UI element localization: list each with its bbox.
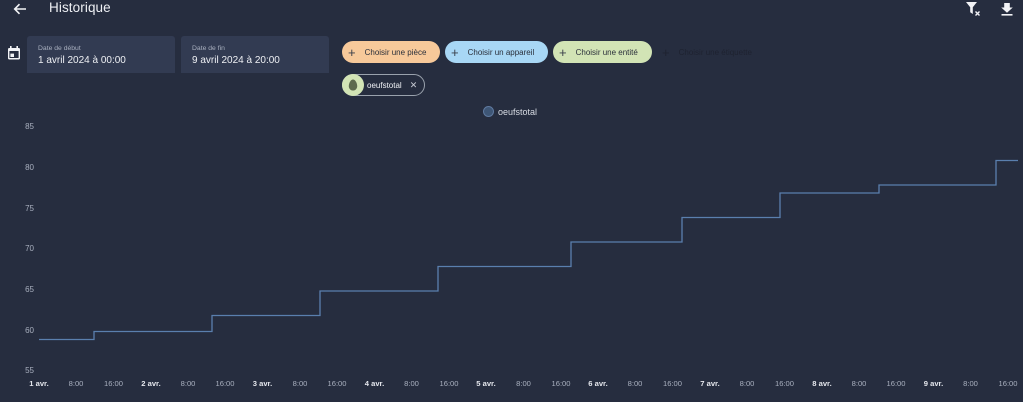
x-tick: 4 avr.: [364, 379, 385, 388]
start-date-value: 1 avril 2024 à 00:00: [38, 55, 126, 66]
x-tick: 8:00: [851, 379, 867, 388]
plus-icon: +: [348, 44, 356, 60]
x-tick: 7 avr.: [700, 379, 720, 388]
choose-label-label: Choisir une étiquette: [678, 47, 752, 57]
end-date-label: Date de fin: [192, 45, 225, 52]
chart-legend-item[interactable]: oeufstotal: [483, 106, 537, 117]
choose-label-chip[interactable]: + Choisir une étiquette: [656, 41, 776, 63]
x-tick: 8:00: [963, 379, 978, 388]
x-tick: 6 avr.: [588, 379, 608, 388]
entity-avatar: [342, 74, 364, 96]
choose-device-label: Choisir un appareil: [467, 47, 535, 57]
back-button[interactable]: [10, 0, 30, 18]
download-icon: [1001, 3, 1013, 16]
x-tick: 8:00: [68, 379, 84, 388]
calendar-icon[interactable]: [6, 45, 22, 61]
choose-area-chip[interactable]: + Choisir une pièce: [342, 41, 440, 63]
y-tick: 55: [25, 366, 34, 375]
start-date-field[interactable]: Date de début 1 avril 2024 à 00:00: [27, 36, 175, 73]
selected-entity-chip[interactable]: oeufstotal ✕: [342, 74, 425, 96]
egg-icon: [348, 79, 358, 91]
choose-entity-chip[interactable]: + Choisir une entité: [553, 41, 652, 63]
page-title: Historique: [49, 0, 111, 15]
plus-icon: +: [451, 44, 459, 60]
x-tick: 16:00: [327, 379, 347, 388]
y-tick: 80: [25, 163, 34, 172]
y-tick: 60: [25, 326, 34, 335]
end-date-field[interactable]: Date de fin 9 avril 2024 à 20:00: [181, 36, 329, 73]
clear-filter-button[interactable]: [965, 1, 983, 17]
filter-remove-icon: [966, 2, 980, 16]
x-tick: 16:00: [439, 379, 459, 388]
download-button[interactable]: [998, 1, 1016, 17]
x-tick: 16:00: [886, 379, 906, 388]
choose-area-label: Choisir une pièce: [364, 47, 427, 57]
x-tick: 8:00: [404, 379, 419, 388]
x-tick: 16:00: [551, 379, 571, 388]
x-tick: 16:00: [662, 379, 683, 388]
x-tick: 3 avr.: [252, 379, 273, 388]
x-tick: 8:00: [627, 379, 643, 388]
x-tick: 1 avr.: [29, 379, 49, 388]
x-tick: 8:00: [516, 379, 531, 388]
x-tick: 16:00: [998, 379, 1018, 388]
top-app-bar: Historique: [0, 0, 1023, 20]
start-date-label: Date de début: [38, 45, 81, 52]
x-tick: 8:00: [739, 379, 755, 388]
x-tick: 8 avr.: [812, 379, 832, 388]
legend-label: oeufstotal: [498, 106, 538, 117]
y-tick: 85: [25, 122, 34, 131]
entity-name: oeufstotal: [367, 80, 402, 90]
plus-icon: +: [662, 44, 670, 60]
arrow-left-icon: [13, 3, 26, 15]
choose-device-chip[interactable]: + Choisir un appareil: [445, 41, 548, 63]
close-icon[interactable]: ✕: [409, 79, 418, 90]
x-tick: 16:00: [215, 379, 235, 388]
x-tick: 16:00: [774, 379, 795, 388]
plus-icon: +: [559, 44, 567, 60]
choose-entity-label: Choisir une entité: [575, 47, 638, 57]
y-tick: 65: [25, 285, 34, 294]
x-tick: 8:00: [180, 379, 196, 388]
x-tick: 16:00: [103, 379, 124, 388]
x-tick: 8:00: [292, 379, 308, 388]
x-tick: 5 avr.: [476, 379, 496, 388]
legend-swatch: [483, 106, 494, 117]
x-tick: 9 avr.: [923, 379, 944, 388]
x-tick: 2 avr.: [141, 379, 161, 388]
y-tick: 75: [25, 204, 34, 213]
end-date-value: 9 avril 2024 à 20:00: [192, 55, 280, 66]
y-tick: 70: [25, 244, 34, 253]
